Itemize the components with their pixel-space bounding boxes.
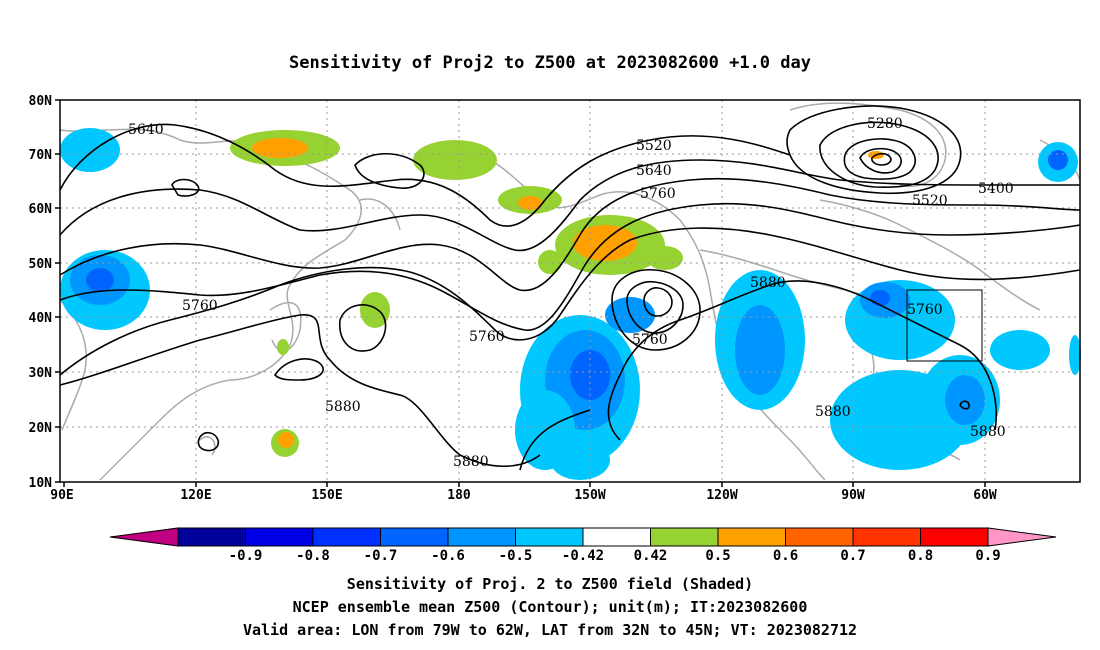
colorbar-label: -0.5: [499, 548, 533, 564]
colorbar-segment: [312, 527, 381, 547]
colorbar-label: 0.7: [840, 548, 865, 564]
lat-tick-label: 60N: [29, 202, 53, 217]
contour-label: 5880: [970, 424, 1006, 440]
colorbar-segment: [447, 527, 516, 547]
colorbar: [109, 527, 1057, 547]
colorbar-label: -0.42: [562, 548, 604, 564]
colorbar-segment: [920, 527, 989, 547]
lat-tick-label: 80N: [29, 94, 53, 109]
lon-tick-label: 60W: [973, 488, 997, 503]
colorbar-label: 0.42: [634, 548, 668, 564]
colorbar-segment: [650, 527, 719, 547]
contour-label: 5640: [128, 122, 164, 138]
contour-labels: 5640 5520 5640 5760 5280 5400 5520 5760 …: [128, 116, 1014, 470]
contour-label: 5760: [907, 302, 943, 318]
lon-tick-label: 180: [447, 488, 471, 503]
latitude-axis: 80N 70N 60N 50N 40N 30N 20N 10N: [29, 94, 53, 491]
colorbar-labels: -0.9 -0.8 -0.7 -0.6 -0.5 -0.42 0.42 0.5 0.6 0.7 0.…: [229, 548, 1001, 564]
contour-label: 5880: [750, 275, 786, 291]
contour-label: 5760: [182, 298, 218, 314]
lat-tick-label: 30N: [29, 366, 53, 381]
lon-tick-label: 120E: [180, 488, 211, 503]
tick-marks: [55, 99, 986, 487]
colorbar-segment: [245, 527, 314, 547]
caption-line-1: Sensitivity of Proj. 2 to Z500 field (Sh…: [347, 575, 753, 593]
lon-tick-label: 90W: [841, 488, 865, 503]
colorbar-segment: [515, 527, 584, 547]
contour-label: 5640: [636, 163, 672, 179]
contour-label: 5280: [867, 116, 903, 132]
lon-tick-label: 150E: [311, 488, 342, 503]
colorbar-label: 0.5: [705, 548, 730, 564]
lat-tick-label: 70N: [29, 148, 53, 163]
longitude-axis: 90E 120E 150E 180 150W 120W 90W 60W: [50, 488, 997, 503]
colorbar-label: 0.6: [773, 548, 798, 564]
graticule: [60, 100, 1080, 482]
lon-tick-label: 120W: [706, 488, 737, 503]
colorbar-segment: [852, 527, 921, 547]
colorbar-segment: [177, 527, 246, 547]
colorbar-label: -0.9: [229, 548, 263, 564]
contour-label: 5760: [640, 186, 676, 202]
contour-label: 5520: [912, 193, 948, 209]
map-title: Sensitivity of Proj2 to Z500 at 20230826…: [289, 53, 811, 73]
lat-tick-label: 50N: [29, 257, 53, 272]
contour-label: 5760: [469, 329, 505, 345]
colorbar-label: 0.9: [975, 548, 1000, 564]
plot-frame: [59, 99, 1081, 483]
contour-label: 5520: [636, 138, 672, 154]
colorbar-label: 0.8: [908, 548, 933, 564]
lat-tick-label: 20N: [29, 421, 53, 436]
colorbar-label: -0.7: [364, 548, 398, 564]
colorbar-segment: [785, 527, 854, 547]
lon-tick-label: 90E: [50, 488, 73, 503]
valid-area-box: [906, 289, 983, 362]
colorbar-label: -0.8: [296, 548, 330, 564]
colorbar-label: -0.6: [431, 548, 465, 564]
colorbar-segment: [582, 527, 651, 547]
lat-tick-label: 10N: [29, 476, 53, 491]
contour-label: 5760: [632, 332, 668, 348]
contour-label: 5400: [978, 181, 1014, 197]
lat-tick-label: 40N: [29, 311, 53, 326]
colorbar-segment: [717, 527, 786, 547]
contour-label: 5880: [453, 454, 489, 470]
lon-tick-label: 150W: [574, 488, 605, 503]
colorbar-segment: [380, 527, 449, 547]
caption-line-3: Valid area: LON from 79W to 62W, LAT fro…: [243, 621, 857, 639]
z500-contours: [59, 105, 1081, 471]
contour-label: 5880: [815, 404, 851, 420]
colorbar-segment: [987, 527, 1057, 547]
colorbar-segment: [109, 527, 179, 547]
contour-label: 5880: [325, 399, 361, 415]
caption-line-2: NCEP ensemble mean Z500 (Contour); unit(…: [293, 598, 808, 616]
